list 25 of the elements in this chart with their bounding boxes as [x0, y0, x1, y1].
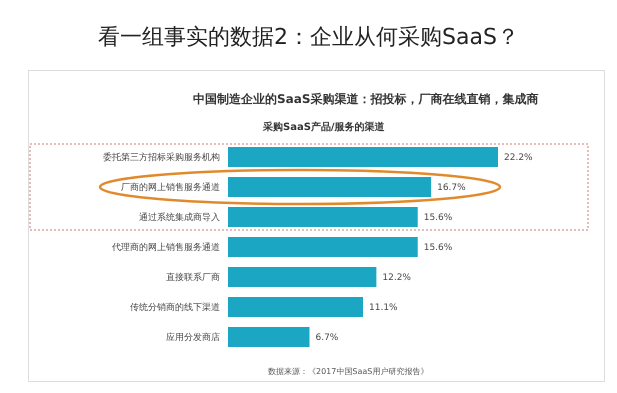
data-label: 22.2% [504, 153, 534, 163]
chart-subtitle: 中国制造企业的SaaS采购渠道：招投标，厂商在线直销，集成商 [193, 91, 538, 108]
bar [228, 177, 432, 197]
data-label: 11.1% [369, 303, 398, 313]
bar [228, 327, 310, 347]
data-label: 16.7% [437, 183, 466, 193]
bar [228, 237, 418, 257]
y-tick-label: 厂商的网上销售服务通道 [121, 182, 220, 194]
y-tick-label: 代理商的网上销售服务通道 [111, 242, 220, 254]
data-label: 15.6% [424, 243, 453, 253]
y-tick-label: 委托第三方招标采购服务机构 [103, 152, 220, 164]
data-label: 6.7% [315, 333, 339, 343]
bar [228, 267, 376, 287]
y-tick-label: 传统分销商的线下渠道 [130, 302, 220, 314]
bar [228, 207, 418, 227]
chart-title: 看一组事实的数据2：企业从何采购SaaS？ [97, 24, 520, 52]
text: 采购SaaS产品/服务的渠道 [263, 120, 385, 134]
source-note: 数据来源：《2017中国SaaS用户研究报告》 [268, 366, 428, 377]
y-tick-label: 应用分发商店 [166, 332, 220, 344]
y-tick-label: 直接联系厂商 [166, 272, 220, 284]
y-tick-label: 通过系统集成商导入 [139, 212, 220, 224]
bar [228, 147, 498, 167]
data-label: 15.6% [424, 213, 453, 223]
bar [228, 297, 363, 317]
data-label: 12.2% [382, 273, 412, 283]
